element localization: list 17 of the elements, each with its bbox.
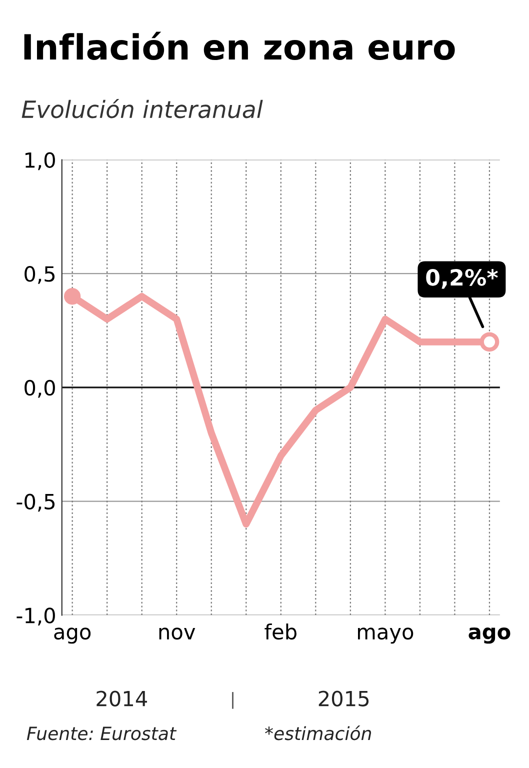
text: *estimación: [265, 726, 371, 740]
text: 2015: [318, 690, 369, 706]
x-tick-label: feb: [264, 624, 296, 640]
y-tick-label: 0,5: [24, 266, 55, 284]
y-tick-label: 0,0: [24, 380, 55, 398]
y-tick-label: 1,0: [25, 152, 55, 170]
x-tick-label: ago: [54, 628, 91, 644]
x-tick-label: nov: [159, 628, 196, 640]
x-tick-label: ago: [468, 628, 510, 644]
x-tick-label: mayo: [358, 628, 414, 644]
source-note: Fuente: Eurostat: [26, 726, 177, 740]
chart-subtitle: Evolución interanual: [22, 98, 263, 118]
y-tick-label: -1,0: [16, 608, 55, 626]
annotation: 0,2%*: [426, 269, 498, 289]
y-tick-label: -0,5: [16, 494, 55, 512]
text: 2014: [96, 690, 148, 706]
chart-title: Inflación en zona euro: [24, 32, 455, 60]
